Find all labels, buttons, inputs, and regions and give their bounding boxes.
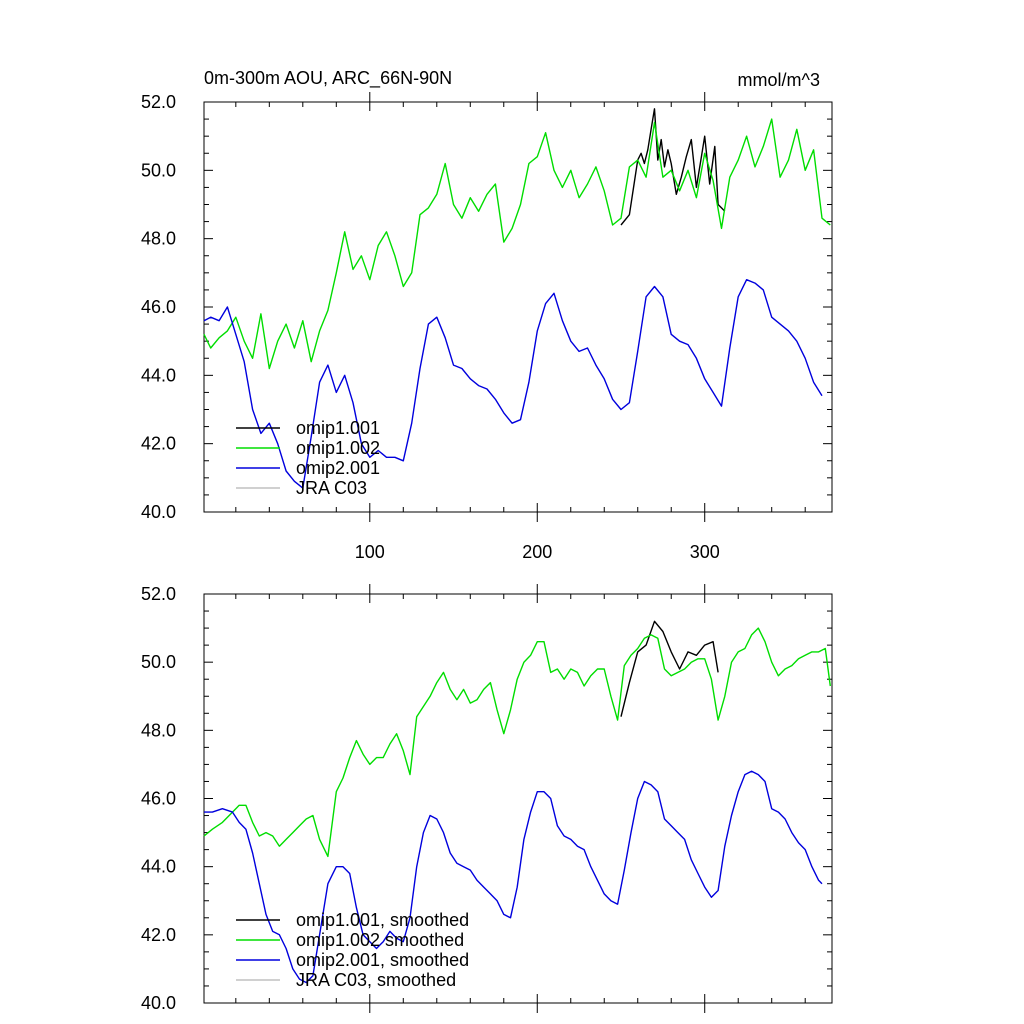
legend-label: omip2.001, smoothed (296, 950, 469, 970)
y-tick-label: 44.0 (141, 365, 176, 385)
legend-label: omip1.001, smoothed (296, 910, 469, 930)
series-line-omip1-001-smoothed (620, 620, 719, 717)
y-tick-label: 50.0 (141, 652, 176, 672)
legend-label: JRA C03, smoothed (296, 970, 456, 990)
y-tick-label: 52.0 (141, 92, 176, 112)
y-tick-label: 42.0 (141, 434, 176, 454)
series-line-omip2-001-smoothed (204, 770, 823, 984)
x-tick-label: 200 (522, 542, 552, 562)
y-tick-label: 44.0 (141, 857, 176, 877)
legend-label: omip2.001 (296, 458, 380, 478)
y-tick-label: 52.0 (141, 584, 176, 604)
legend-label: JRA C03 (296, 478, 367, 498)
y-tick-label: 40.0 (141, 993, 176, 1013)
y-tick-label: 48.0 (141, 720, 176, 740)
series-line-omip2-001 (203, 279, 823, 489)
units-label: mmol/m^3 (738, 70, 820, 90)
legend-label: omip1.002 smoothed (296, 930, 464, 950)
series-line-omip1-002-smoothed (203, 627, 831, 858)
y-tick-label: 42.0 (141, 925, 176, 945)
bottom-panel: 40.0 42.0 44.0 46.0 48.0 50.0 52.0 omip1.001, s… (141, 584, 833, 1013)
series-line-omip1-002 (203, 118, 831, 370)
y-tick-label: 46.0 (141, 297, 176, 317)
legend-label: omip1.002 (296, 438, 380, 458)
top-panel: 40.0 42.0 44.0 46.0 48.0 50.0 52.0 100 200 300 omi… (141, 92, 833, 562)
chart-title: 0m-300m AOU, ARC_66N-90N (204, 68, 452, 89)
x-tick-label: 300 (690, 542, 720, 562)
legend-label: omip1.001 (296, 418, 380, 438)
y-tick-label: 50.0 (141, 160, 176, 180)
y-tick-label: 40.0 (141, 502, 176, 522)
y-tick-label: 48.0 (141, 229, 176, 249)
x-tick-label: 100 (355, 542, 385, 562)
y-tick-label: 46.0 (141, 789, 176, 809)
series-line-omip1-001 (620, 108, 726, 226)
